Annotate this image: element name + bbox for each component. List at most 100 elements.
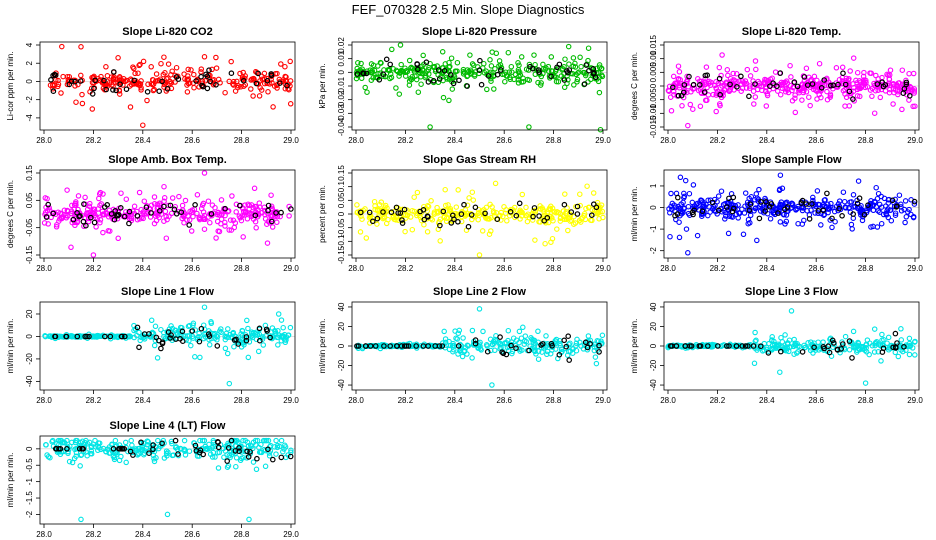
- data-point: [821, 197, 828, 203]
- highlight-point: [415, 66, 421, 73]
- data-point: [391, 213, 397, 220]
- highlight-point: [556, 61, 563, 68]
- data-point: [906, 335, 913, 342]
- data-point: [774, 88, 781, 94]
- data-point: [559, 348, 565, 355]
- data-point: [240, 69, 246, 76]
- data-point: [686, 190, 693, 197]
- data-point-outlier: [685, 122, 691, 129]
- y-tick-label: 0.01: [337, 50, 346, 66]
- data-point: [850, 192, 857, 198]
- highlight-point: [76, 213, 82, 220]
- highlight-point: [456, 77, 462, 84]
- highlight-point: [214, 343, 221, 349]
- data-point: [239, 327, 245, 334]
- data-point: [268, 192, 274, 198]
- data-point: [256, 211, 262, 218]
- data-point: [725, 72, 731, 79]
- highlight-points: [354, 333, 602, 363]
- data-point: [570, 71, 576, 77]
- highlight-point: [529, 65, 536, 72]
- highlight-point: [846, 88, 853, 95]
- highlight-point: [82, 333, 89, 340]
- highlight-point: [157, 207, 163, 214]
- data-point: [98, 446, 104, 453]
- data-point: [255, 348, 262, 355]
- data-point: [181, 446, 187, 452]
- data-point: [846, 347, 853, 353]
- data-point: [577, 202, 583, 209]
- data-point: [483, 68, 489, 74]
- data-point: [512, 71, 519, 78]
- data-point: [713, 85, 719, 91]
- data-point: [185, 66, 191, 73]
- highlight-point: [197, 447, 204, 454]
- data-point: [565, 77, 571, 83]
- data-point: [150, 77, 156, 83]
- data-point: [782, 88, 789, 95]
- data-point: [412, 73, 418, 80]
- data-point: [460, 71, 467, 77]
- data-point: [596, 89, 603, 96]
- data-point: [883, 210, 889, 217]
- data-point: [428, 198, 434, 204]
- data-point: [265, 437, 272, 444]
- data-point: [445, 202, 451, 208]
- data-point: [163, 213, 169, 220]
- data-point: [892, 196, 898, 203]
- data-point: [545, 219, 552, 226]
- y-tick-label: -4: [25, 114, 34, 122]
- highlight-point: [513, 212, 520, 219]
- data-point: [260, 334, 266, 340]
- data-point: [90, 441, 97, 447]
- data-point: [215, 465, 222, 471]
- data-point: [169, 440, 175, 447]
- data-point: [79, 91, 85, 98]
- data-point: [502, 210, 509, 217]
- data-point: [75, 193, 82, 199]
- data-point: [441, 328, 447, 335]
- data-point: [265, 218, 272, 225]
- data-point: [460, 335, 466, 341]
- data-point: [260, 342, 267, 348]
- data-point: [690, 182, 697, 188]
- highlight-point: [168, 332, 174, 338]
- highlight-point: [586, 67, 592, 74]
- data-point: [898, 337, 905, 343]
- data-point: [64, 437, 70, 444]
- data-point: [161, 54, 167, 60]
- data-point: [169, 68, 175, 74]
- highlight-point: [115, 212, 121, 219]
- plot-press: Slope Li-820 Pressure kPa per min. 28.0 28.…: [318, 26, 611, 145]
- highlight-point: [175, 451, 181, 457]
- data-point: [225, 208, 231, 215]
- data-point: [492, 336, 498, 343]
- data-point: [676, 234, 683, 241]
- highlight-point: [131, 77, 138, 84]
- data-point: [578, 343, 584, 349]
- data-point: [51, 209, 57, 216]
- data-point: [223, 334, 230, 340]
- data-point: [66, 458, 73, 465]
- data-point: [166, 213, 172, 219]
- data-point: [855, 178, 862, 184]
- data-point: [128, 437, 134, 444]
- x-tick-label: 28.2: [710, 136, 726, 145]
- data-point: [454, 336, 461, 342]
- data-point: [122, 78, 129, 84]
- data-point: [169, 195, 176, 201]
- highlight-point: [465, 223, 472, 230]
- plot-line4: Slope Line 4 (LT) Flow ml/min per min. 28.…: [6, 420, 299, 539]
- data-point: [64, 187, 70, 193]
- data-point: [593, 360, 600, 367]
- data-point: [282, 442, 288, 449]
- highlight-point: [119, 446, 125, 452]
- highlight-point: [369, 218, 376, 225]
- data-point: [206, 445, 212, 452]
- data-point: [77, 463, 83, 469]
- highlight-point: [86, 333, 92, 340]
- x-tick-label: 28.2: [398, 396, 414, 405]
- data-point: [836, 76, 843, 83]
- data-point: [139, 446, 146, 453]
- highlight-point: [675, 194, 681, 201]
